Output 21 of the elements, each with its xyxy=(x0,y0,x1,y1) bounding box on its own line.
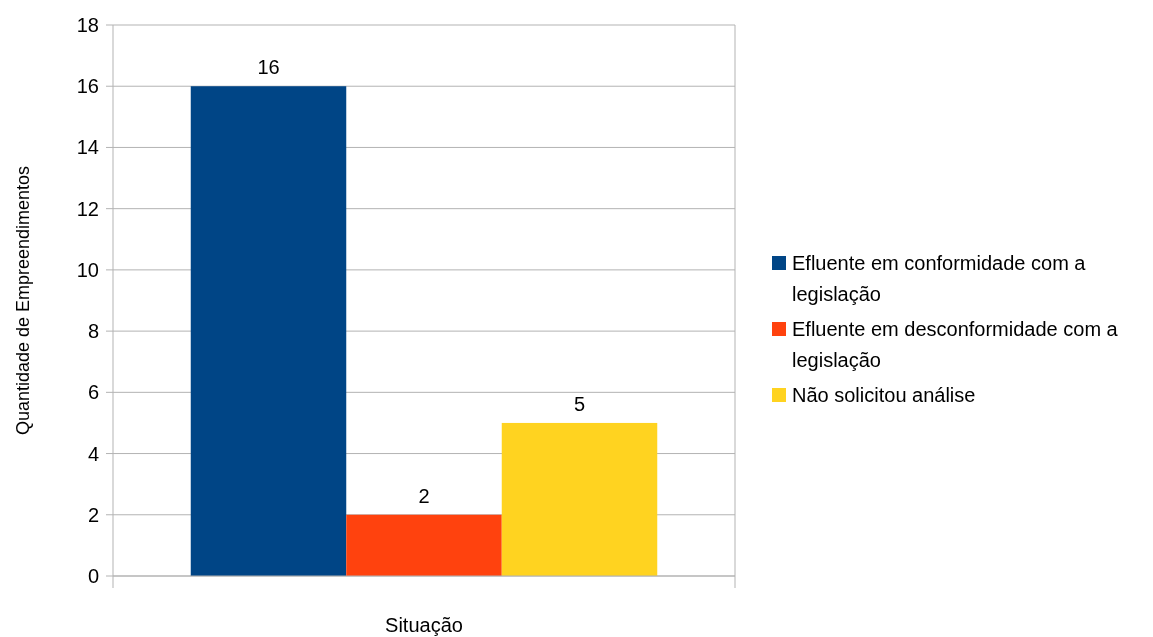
x-axis-title: Situação xyxy=(385,614,463,636)
y-tick-label: 2 xyxy=(87,503,99,526)
legend-label: Efluente em conformidade com a legislação xyxy=(792,252,1087,305)
y-tick-label: 8 xyxy=(87,320,99,343)
y-axis-title: Quantidade de Empreendimentos xyxy=(13,165,33,436)
bar xyxy=(501,422,658,576)
y-tick-label: 16 xyxy=(76,75,99,98)
y-tick-label: 18 xyxy=(76,14,99,36)
y-tick-label: 12 xyxy=(76,197,99,220)
y-tick-label: 4 xyxy=(87,442,99,465)
y-tick-label: 6 xyxy=(87,381,99,404)
y-tick-label: 14 xyxy=(76,136,99,159)
data-label: 16 xyxy=(257,56,280,79)
y-tick-label: 0 xyxy=(87,565,99,587)
y-tick-label: 10 xyxy=(76,258,99,281)
data-label: 5 xyxy=(573,392,586,415)
data-label: 2 xyxy=(418,484,430,507)
bar xyxy=(346,514,502,576)
legend-label: Não solicitou análise xyxy=(792,384,976,406)
legend-label: Efluente em desconformidade com a legislação xyxy=(792,318,1119,371)
bar xyxy=(190,86,347,576)
